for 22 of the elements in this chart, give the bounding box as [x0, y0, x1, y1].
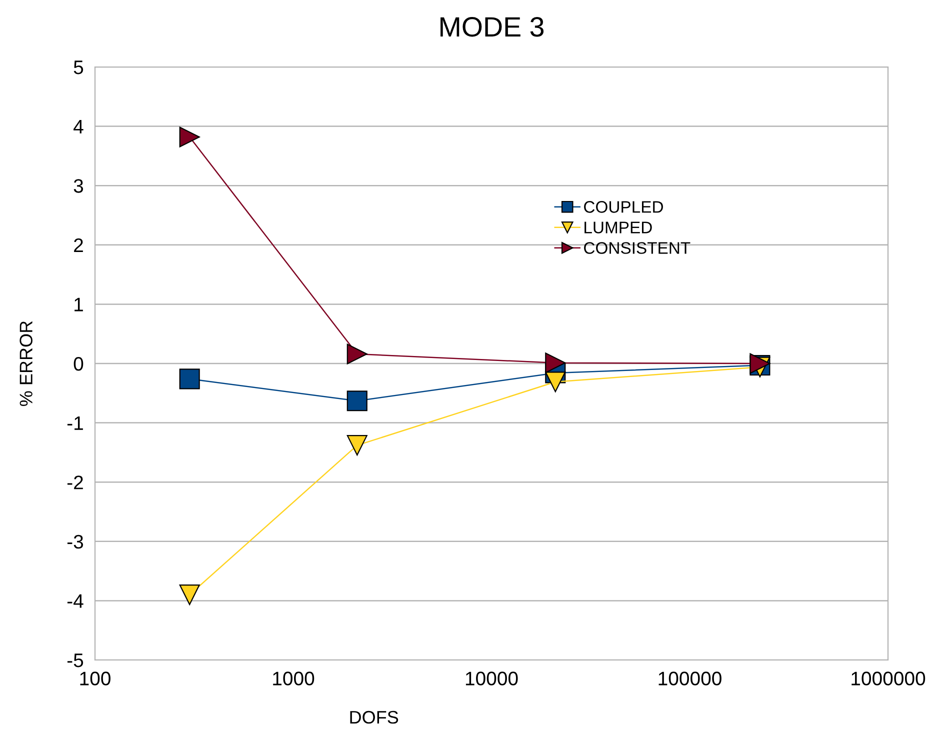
y-tick-label: 3 — [74, 179, 84, 193]
y-tick-label: 0 — [74, 356, 84, 371]
y-tick-label: 4 — [74, 120, 84, 134]
legend-label: COUPLED — [584, 201, 663, 213]
y-tick-label: -1 — [67, 416, 83, 430]
y-axis-title: % ERROR — [20, 321, 32, 406]
legend-label: CONSISTENT — [584, 242, 690, 254]
x-tick-label: 100 — [80, 672, 110, 686]
x-tick-label: 10000 — [466, 672, 518, 686]
x-tick-label: 1000000 — [852, 672, 926, 686]
x-tick-label: 100000 — [658, 672, 722, 686]
y-tick-label: -3 — [67, 534, 84, 549]
y-tick-label: 1 — [74, 298, 83, 312]
x-tick-label: 1000 — [273, 672, 314, 686]
y-tick-label: -2 — [67, 476, 83, 490]
x-axis-title: DOFS — [350, 710, 398, 724]
y-tick-label: 2 — [74, 238, 83, 252]
y-tick-label: -5 — [67, 654, 84, 668]
y-tick-label: -4 — [67, 594, 84, 608]
y-tick-label: 5 — [74, 60, 84, 74]
legend-label: LUMPED — [584, 222, 652, 234]
chart-title: MODE 3 — [440, 17, 544, 37]
